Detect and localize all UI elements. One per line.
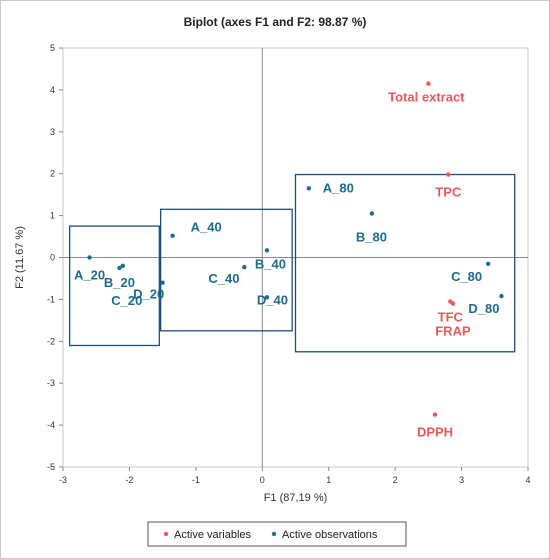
observation-point — [264, 248, 270, 253]
x-axis-title: F1 (87,19 %) — [264, 492, 328, 504]
y-axis-ticks: -5 -4 -3 -2 -1 0 1 2 3 4 5 — [47, 43, 63, 472]
y-tick-label: 0 — [50, 253, 55, 263]
y-tick-label: 5 — [50, 43, 55, 53]
variable-point — [446, 172, 451, 177]
variable-label: Total extract — [388, 90, 465, 105]
y-axis-title: F2 (11.67 %) — [14, 226, 26, 289]
legend-label: Active variables — [174, 529, 252, 541]
x-tick-label: 1 — [326, 475, 331, 485]
observation-point — [485, 261, 491, 266]
observation-point — [170, 233, 175, 238]
observation-label: A_20 — [74, 268, 105, 283]
x-tick-label: 2 — [393, 475, 398, 485]
y-tick-label: 2 — [50, 169, 55, 179]
variable-label: TPC — [435, 185, 462, 200]
x-tick-label: 3 — [459, 475, 464, 485]
variable-label: FRAP — [435, 324, 471, 339]
group-box — [159, 208, 293, 332]
variable-label: DPPH — [417, 425, 453, 440]
y-tick-label: 1 — [50, 211, 55, 221]
observation-label: B_20 — [104, 275, 135, 290]
observation-label: A_40 — [191, 220, 222, 235]
observation-point — [369, 211, 375, 216]
x-tick-label: 4 — [525, 475, 530, 485]
group-boxes — [68, 173, 516, 353]
x-tick-label: -1 — [192, 475, 200, 485]
legend: Active variables Active observations — [147, 521, 407, 547]
observation-label: B_40 — [255, 256, 286, 271]
y-tick-label: -1 — [47, 294, 55, 304]
observation-label: D_20 — [133, 287, 164, 302]
observation-point — [87, 255, 92, 260]
y-tick-label: -4 — [47, 420, 55, 430]
x-tick-label: 0 — [260, 475, 265, 485]
variable-point — [450, 301, 456, 306]
group-box — [68, 225, 160, 347]
x-tick-label: -3 — [59, 475, 67, 485]
observation-label: D_40 — [257, 292, 288, 307]
observation-label: C_80 — [451, 269, 482, 284]
observation-label: C_20 — [111, 293, 142, 308]
observation-point — [117, 265, 122, 271]
variable-label: TFC — [438, 309, 464, 324]
chart-title: Biplot (axes F1 and F2: 98.87 %) — [184, 15, 367, 29]
observation-label: D_80 — [468, 301, 499, 316]
y-tick-label: -3 — [47, 378, 55, 388]
y-tick-label: 4 — [50, 85, 55, 95]
observation-label: C_40 — [208, 271, 239, 286]
group-box — [294, 173, 516, 353]
observation-label: A_80 — [323, 180, 354, 195]
observation-point — [160, 280, 165, 285]
legend-label: Active observations — [282, 529, 378, 541]
y-tick-label: 3 — [50, 127, 55, 137]
observation-point — [499, 293, 504, 299]
variable-point — [426, 81, 431, 86]
legend-marker — [271, 531, 277, 537]
data-points: Total extractTPCTFCFRAPDPPHA_20B_20C_20D… — [74, 81, 504, 440]
x-tick-label: -2 — [125, 475, 133, 485]
y-tick-label: -2 — [47, 336, 55, 346]
observation-point — [264, 295, 270, 300]
observation-point — [120, 263, 125, 269]
observation-label: B_80 — [356, 230, 387, 245]
observation-point — [242, 264, 247, 270]
observation-point — [306, 186, 311, 191]
x-axis-ticks: -3 -2 -1 0 1 2 3 4 — [59, 467, 531, 485]
legend-marker — [163, 531, 169, 537]
legend-box — [147, 521, 407, 547]
variable-point — [432, 412, 438, 417]
y-tick-label: -5 — [47, 462, 55, 472]
